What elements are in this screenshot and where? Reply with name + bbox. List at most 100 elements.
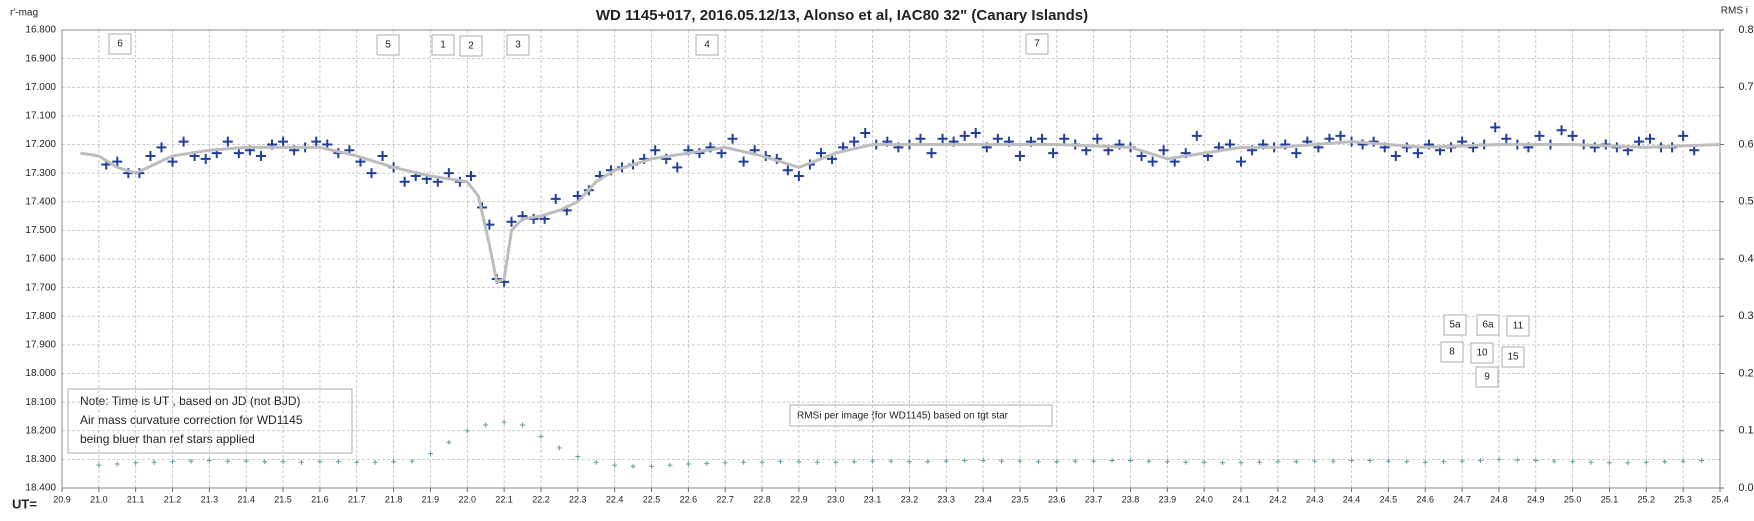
x-tick-label: 24.3: [1306, 494, 1324, 504]
data-point: [399, 176, 410, 187]
annotation: 5: [385, 40, 391, 51]
data-point: [793, 170, 804, 181]
x-tick-label: 24.2: [1269, 494, 1287, 504]
data-point: [1048, 148, 1059, 159]
y2-tick-label: 0.2: [1738, 367, 1753, 379]
x-tick-label: 24.0: [1195, 494, 1213, 504]
y-tick-label: 17.200: [25, 139, 56, 150]
data-point: [759, 459, 765, 465]
x-tick-label: 23.4: [974, 494, 992, 504]
annotation: 4: [704, 40, 710, 51]
data-point: [962, 458, 968, 464]
data-point: [1220, 460, 1226, 466]
data-point: [278, 136, 289, 147]
data-point: [520, 422, 526, 428]
data-point: [1238, 460, 1244, 466]
x-tick-label: 20.9: [53, 494, 71, 504]
data-point: [1312, 458, 1318, 464]
data-point: [114, 461, 120, 467]
data-point: [999, 458, 1005, 464]
data-point: [550, 193, 561, 204]
x-tick-label: 22.8: [753, 494, 771, 504]
data-point: [943, 458, 949, 464]
annotation-box: [1475, 366, 1499, 388]
data-point: [1412, 148, 1423, 159]
data-point: [1349, 458, 1355, 464]
x-tick-label: 22.4: [606, 494, 624, 504]
y-tick-label: 17.300: [25, 168, 56, 179]
y2-axis-label: RMS i: [1721, 6, 1748, 17]
annotation-box: [695, 34, 719, 56]
data-point: [1490, 122, 1501, 133]
data-point: [167, 156, 178, 167]
data-point: [992, 133, 1003, 144]
x-tick-label: 24.7: [1453, 494, 1471, 504]
annotation: 6a: [1482, 320, 1494, 331]
x-tick-label: 23.0: [827, 494, 845, 504]
data-point: [1662, 459, 1668, 465]
data-point: [727, 133, 738, 144]
data-point: [156, 142, 167, 153]
data-point: [1496, 456, 1502, 462]
x-tick-label: 24.1: [1232, 494, 1250, 504]
y-tick-label: 17.900: [25, 340, 56, 351]
x-tick-label: 23.8: [1122, 494, 1140, 504]
annotation-box: [1506, 315, 1530, 337]
data-point: [1127, 458, 1133, 464]
x-tick-label: 22.6: [680, 494, 698, 504]
y-tick-label: 17.700: [25, 282, 56, 293]
y-tick-label: 18.300: [25, 454, 56, 465]
data-point: [1478, 458, 1484, 464]
x-tick-label: 22.2: [532, 494, 550, 504]
data-point: [1059, 133, 1070, 144]
y-tick-label: 17.000: [25, 82, 56, 93]
note-box: [67, 388, 353, 454]
data-point: [1017, 458, 1023, 464]
data-point: [870, 458, 876, 464]
data-point: [959, 130, 970, 141]
data-point: [311, 136, 322, 147]
data-point: [200, 153, 211, 164]
data-point: [243, 458, 249, 464]
annotation-box: [1476, 314, 1500, 336]
annotation-box: [1470, 342, 1494, 364]
data-point: [1534, 130, 1545, 141]
y-tick-label: 17.500: [25, 225, 56, 236]
x-tick-label: 22.5: [643, 494, 661, 504]
y2-tick-label: 0.0: [1738, 482, 1753, 494]
data-point: [888, 458, 894, 464]
y2-tick-label: 0.5: [1738, 196, 1753, 208]
data-point: [1201, 459, 1207, 465]
annotation-box: [376, 34, 400, 56]
x-tick-label: 21.5: [274, 494, 292, 504]
data-point: [233, 148, 244, 159]
x-tick-label: 23.9: [1159, 494, 1177, 504]
x-tick-label: 24.9: [1527, 494, 1545, 504]
data-point: [96, 462, 102, 468]
y-tick-label: 16.900: [25, 53, 56, 64]
data-point: [1275, 459, 1281, 465]
x-tick-label: 23.2: [901, 494, 919, 504]
annotation: 11: [1513, 321, 1524, 332]
y2-tick-label: 0.1: [1738, 425, 1753, 437]
data-point: [906, 459, 912, 465]
data-point: [427, 451, 433, 457]
x-tick-label: 24.4: [1343, 494, 1361, 504]
data-point: [391, 459, 397, 465]
data-point: [851, 459, 857, 465]
data-point: [1633, 136, 1644, 147]
annotation-box: [506, 34, 530, 56]
data-point: [1570, 459, 1576, 465]
legend-label: RMSi per image (for WD1145) based on tgt…: [797, 411, 1009, 422]
annotation: 7: [1034, 39, 1040, 50]
x-tick-label: 24.5: [1380, 494, 1398, 504]
data-point: [1699, 458, 1705, 464]
data-point: [650, 145, 661, 156]
x-tick-label: 21.4: [237, 494, 255, 504]
data-point: [915, 133, 926, 144]
y2-tick-label: 0.7: [1738, 81, 1753, 93]
data-point: [1183, 459, 1189, 465]
data-point: [926, 148, 937, 159]
data-point: [1335, 130, 1346, 141]
data-point: [1191, 130, 1202, 141]
